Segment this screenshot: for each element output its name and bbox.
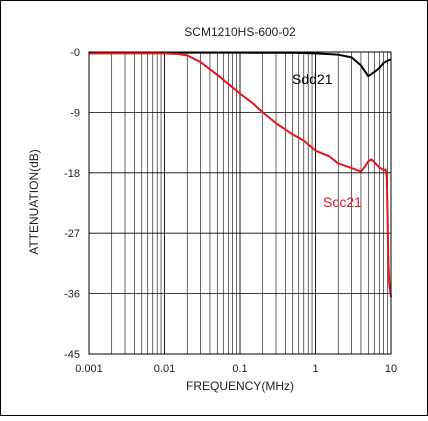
series-line-scc21: [89, 52, 392, 298]
y-tick-label: -9: [70, 107, 80, 119]
y-tick-label: -0: [70, 47, 80, 59]
plot-area-border: [88, 51, 392, 355]
x-tick-label: 10: [385, 363, 397, 375]
series-line-sdd21: [89, 51, 392, 78]
x-tick-label: 0.001: [75, 363, 103, 375]
y-tick-label: -36: [64, 289, 80, 301]
series-layer: [89, 51, 392, 298]
y-ticks: -0 -9 -18 -27 -36 -45: [64, 47, 80, 361]
y-tick-label: -45: [64, 349, 80, 361]
x-tick-label: 1: [312, 363, 318, 375]
x-ticks: 0.001 0.01 0.1 1 10: [75, 363, 397, 375]
x-axis-label: FREQUENCY(MHz): [186, 379, 294, 393]
scc21-label: Scc21: [323, 194, 362, 210]
chart-title: SCM1210HS-600-02: [184, 25, 296, 39]
sdd21-label: Sdd21: [292, 71, 333, 87]
y-axis-label: ATTENUATION(dB): [27, 149, 41, 255]
x-tick-label: 0.01: [154, 363, 175, 375]
y-tick-label: -27: [64, 228, 80, 240]
y-tick-label: -18: [64, 168, 80, 180]
x-tick-label: 0.1: [232, 363, 247, 375]
